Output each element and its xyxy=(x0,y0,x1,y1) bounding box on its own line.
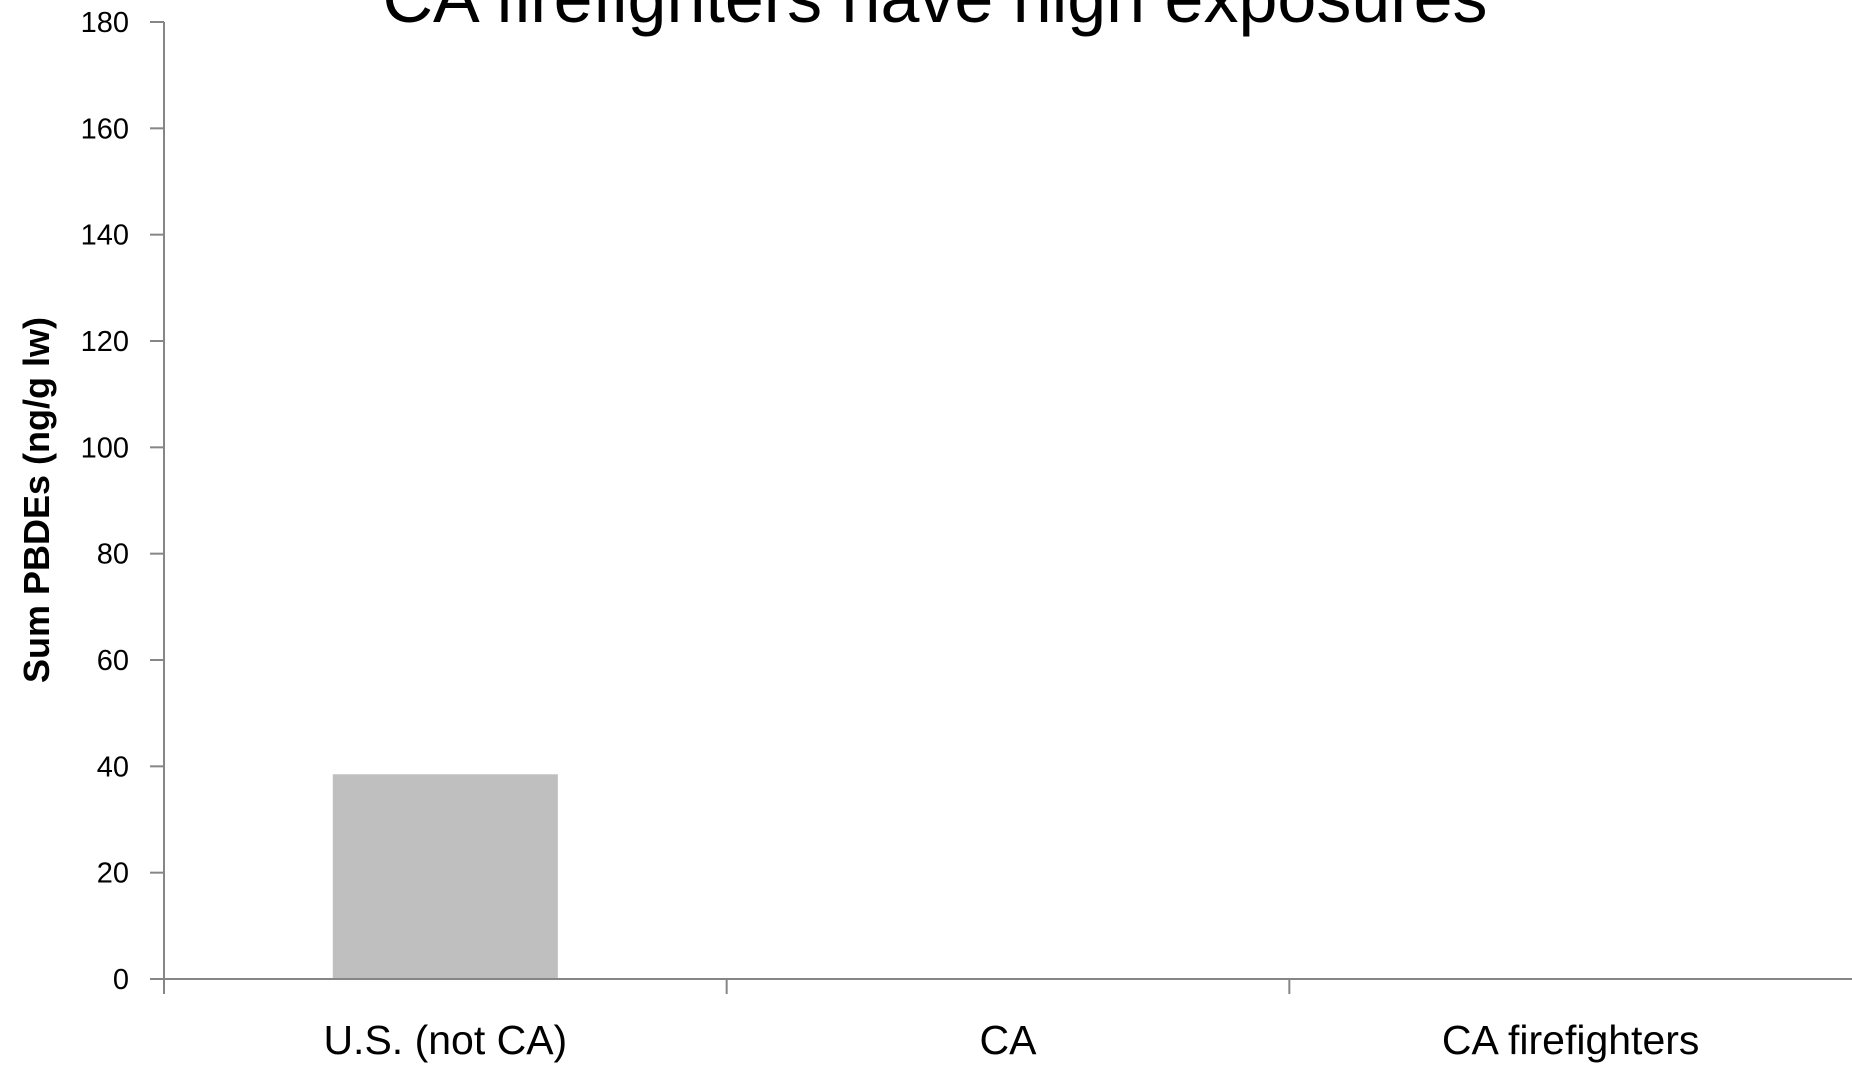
y-axis-title: Sum PBDEs (ng/g lw) xyxy=(16,317,57,683)
x-tick-label: CA xyxy=(980,1017,1038,1063)
chart-title: CA firefighters have high exposures xyxy=(382,0,1487,37)
y-tick-label: 20 xyxy=(97,858,129,890)
plot-area: 0 20 40 60 80 100 120 140 160 180 U.S. (not CA) CA C… xyxy=(81,7,1852,1063)
y-tick-label: 80 xyxy=(97,539,129,571)
bar xyxy=(332,774,558,979)
y-tick-label: 40 xyxy=(97,751,129,783)
y-tick-label: 60 xyxy=(97,645,129,677)
x-tick-label: CA firefighters xyxy=(1442,1017,1700,1063)
y-tick-label: 160 xyxy=(81,113,129,145)
y-tick-label: 180 xyxy=(81,7,129,39)
y-tick-label: 140 xyxy=(81,220,129,252)
x-tick-label: U.S. (not CA) xyxy=(323,1017,567,1063)
y-tick-label: 0 xyxy=(113,964,129,996)
y-tick-label: 120 xyxy=(81,326,129,358)
y-tick-label: 100 xyxy=(81,432,129,464)
